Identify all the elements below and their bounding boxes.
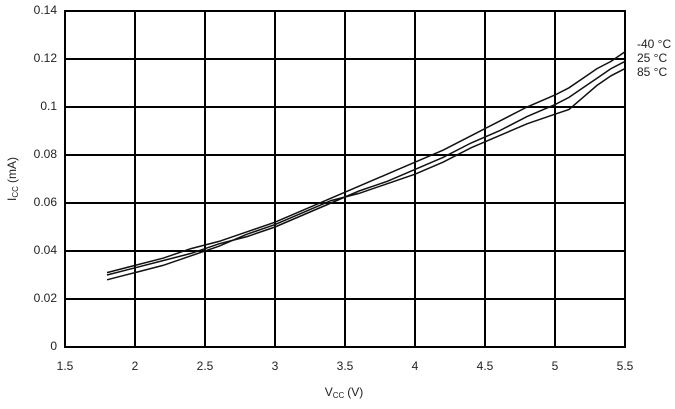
y-tick-label: 0.06 xyxy=(34,195,58,209)
x-tick-label: 5 xyxy=(552,359,559,373)
series-line xyxy=(106,60,626,276)
x-axis-label: VCC (V) xyxy=(325,385,364,400)
x-tick-label: 2 xyxy=(132,359,139,373)
y-tick-label: 0.04 xyxy=(34,243,58,257)
y-tick-label: 0.12 xyxy=(34,51,58,65)
x-tick-label: 3 xyxy=(272,359,279,373)
legend-label: 25 °C xyxy=(637,51,667,65)
y-tick-label: 0.14 xyxy=(34,3,58,17)
y-tick-label: 0.1 xyxy=(40,99,57,113)
series-line xyxy=(106,67,626,281)
y-tick-label: 0.08 xyxy=(34,147,58,161)
x-tick-label: 4 xyxy=(412,359,419,373)
x-tick-label: 2.5 xyxy=(197,359,214,373)
x-tick-label: 3.5 xyxy=(337,359,354,373)
series-line xyxy=(106,51,626,274)
x-tick-label: 1.5 xyxy=(57,359,74,373)
x-tick-label: 4.5 xyxy=(477,359,494,373)
x-tick-label: 5.5 xyxy=(617,359,634,373)
y-tick-label: 0.02 xyxy=(34,291,58,305)
y-axis-label: ICC(mA) xyxy=(5,157,20,201)
legend-label: 85 °C xyxy=(637,65,667,79)
plot-frame xyxy=(64,10,626,348)
legend-label: -40 °C xyxy=(637,37,671,51)
y-tick-label: 0 xyxy=(50,339,57,353)
